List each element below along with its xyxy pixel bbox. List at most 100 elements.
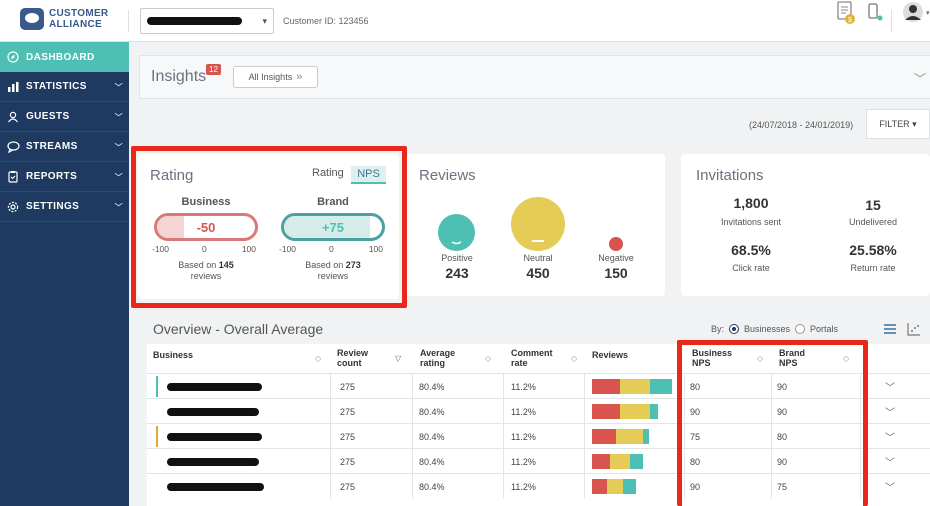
insights-count-badge: 12 xyxy=(206,64,221,75)
click-rate-label: Click rate xyxy=(732,263,770,273)
compass-icon xyxy=(6,50,20,64)
chevron-down-icon: ﹀ xyxy=(114,143,123,152)
chat-icon xyxy=(6,140,20,154)
invoice-icon[interactable]: $ xyxy=(836,0,858,31)
sidebar-item-label: REPORTS xyxy=(26,171,78,182)
logo-line2: ALLIANCE xyxy=(49,19,102,30)
table-row[interactable]: 275 80.4% 11.2% 80 90 ﹀ xyxy=(147,373,930,399)
sidebar-item-reports[interactable]: REPORTS ﹀ xyxy=(0,162,129,192)
invitations-card: Invitations 1,800 Invitations sent 15 Un… xyxy=(681,154,930,296)
undelivered-label: Undelivered xyxy=(848,217,898,227)
collapse-chevron-icon[interactable]: ﹀ xyxy=(913,72,926,86)
column-divider xyxy=(684,449,685,474)
sidebar-item-streams[interactable]: STREAMS ﹀ xyxy=(0,132,129,162)
redacted-business-name xyxy=(167,483,264,491)
rating-toggle[interactable]: Rating xyxy=(312,167,344,179)
sidebar-item-label: STATISTICS xyxy=(26,81,87,92)
expand-row-chevron-icon[interactable]: ﹀ xyxy=(885,458,895,469)
business-nps-cell: 90 xyxy=(690,407,701,417)
positive-segment xyxy=(623,479,636,494)
sidebar: DASHBOARD STATISTICS ﹀ GUESTS ﹀ STREAMS … xyxy=(0,42,129,506)
portals-radio[interactable] xyxy=(795,324,806,334)
sidebar-item-dashboard[interactable]: DASHBOARD xyxy=(0,42,129,72)
redacted-business-name xyxy=(167,458,259,466)
businesses-radio[interactable] xyxy=(729,324,740,334)
business-nps-cell: 90 xyxy=(690,482,701,492)
column-divider xyxy=(412,374,413,399)
column-divider xyxy=(860,474,861,499)
sidebar-item-label: STREAMS xyxy=(26,141,78,152)
scatter-view-icon[interactable] xyxy=(906,321,922,342)
svg-text:$: $ xyxy=(848,17,852,24)
reviews-title: Reviews xyxy=(419,167,476,184)
column-divider xyxy=(412,449,413,474)
brand-based-on: Based on 273 reviews xyxy=(305,260,361,281)
logo-line1: CUSTOMER xyxy=(49,8,109,19)
col-review-count[interactable]: Review count xyxy=(337,348,369,368)
column-divider xyxy=(860,399,861,424)
all-insights-button[interactable]: All Insights » xyxy=(233,66,318,88)
column-divider xyxy=(330,474,331,499)
sidebar-item-statistics[interactable]: STATISTICS ﹀ xyxy=(0,72,129,102)
column-divider xyxy=(771,424,772,449)
expand-row-chevron-icon[interactable]: ﹀ xyxy=(885,408,895,419)
sort-icon[interactable]: ◇ xyxy=(571,354,578,363)
average-rating-cell: 80.4% xyxy=(419,482,445,492)
table-row[interactable]: 275 80.4% 11.2% 75 80 ﹀ xyxy=(147,423,930,449)
table-row[interactable]: 275 80.4% 11.2% 80 90 ﹀ xyxy=(147,448,930,474)
highlight-box-rating xyxy=(131,146,407,308)
divider xyxy=(128,10,129,32)
table-row[interactable]: 275 80.4% 11.2% 90 75 ﹀ xyxy=(147,473,930,499)
sidebar-item-settings[interactable]: SETTINGS ﹀ xyxy=(0,192,129,222)
top-bar: CUSTOMER ALLIANCE ▾ Customer ID: 123456 … xyxy=(0,0,930,42)
divider xyxy=(891,10,892,32)
sort-icon[interactable]: ◇ xyxy=(757,354,764,363)
list-view-icon[interactable] xyxy=(882,321,898,342)
column-divider xyxy=(503,374,504,399)
column-divider xyxy=(584,374,585,399)
col-brand-nps[interactable]: Brand NPS xyxy=(779,348,806,368)
avatar[interactable]: ▾ xyxy=(902,0,930,31)
comment-rate-cell: 11.2% xyxy=(511,432,536,442)
average-rating-cell: 80.4% xyxy=(419,382,445,392)
brand-nps-gauge: +75 xyxy=(281,213,385,241)
sidebar-item-guests[interactable]: GUESTS ﹀ xyxy=(0,102,129,132)
column-divider xyxy=(330,399,331,424)
reviews-card: Reviews Positive 243 Neutral 450 Negativ… xyxy=(407,154,665,296)
mobile-icon[interactable] xyxy=(866,0,884,31)
svg-text:▾: ▾ xyxy=(926,10,930,17)
column-divider xyxy=(503,474,504,499)
redacted-business-name xyxy=(167,433,262,441)
negative-count: 150 xyxy=(604,265,628,281)
sort-icon[interactable]: ◇ xyxy=(315,354,322,363)
expand-row-chevron-icon[interactable]: ﹀ xyxy=(885,483,895,494)
expand-row-chevron-icon[interactable]: ﹀ xyxy=(885,383,895,394)
review-count-cell: 275 xyxy=(340,382,356,392)
brand-label: Brand xyxy=(317,196,349,208)
col-business-nps[interactable]: Business NPS xyxy=(692,348,733,368)
sidebar-item-label: GUESTS xyxy=(26,111,70,122)
col-comment-rate[interactable]: Comment rate xyxy=(511,348,553,368)
sort-desc-icon[interactable]: ▽ xyxy=(395,354,402,363)
sort-icon[interactable]: ◇ xyxy=(485,354,492,363)
col-reviews: Reviews xyxy=(592,350,629,360)
col-average-rating[interactable]: Average rating xyxy=(420,348,456,368)
neutral-count: 450 xyxy=(526,265,550,281)
business-label: Business xyxy=(181,196,231,208)
sort-icon[interactable]: ◇ xyxy=(843,354,850,363)
table-row[interactable]: 275 80.4% 11.2% 90 90 ﹀ xyxy=(147,398,930,424)
col-business[interactable]: Business xyxy=(153,350,194,360)
review-count-cell: 275 xyxy=(340,432,356,442)
average-rating-cell: 80.4% xyxy=(419,432,445,442)
brand-nps-cell: 90 xyxy=(777,407,788,417)
nps-toggle[interactable]: NPS xyxy=(351,166,386,184)
positive-segment xyxy=(630,454,643,469)
review-count-cell: 275 xyxy=(340,482,356,492)
logo[interactable]: CUSTOMER ALLIANCE xyxy=(20,8,108,30)
business-nps-gauge: -50 xyxy=(154,213,258,241)
business-selector[interactable]: ▾ xyxy=(140,8,274,34)
expand-row-chevron-icon[interactable]: ﹀ xyxy=(885,433,895,444)
brand-nps-cell: 90 xyxy=(777,382,788,392)
filter-button[interactable]: FILTER ▾ xyxy=(866,109,930,139)
reviews-distribution-bar xyxy=(592,404,658,419)
